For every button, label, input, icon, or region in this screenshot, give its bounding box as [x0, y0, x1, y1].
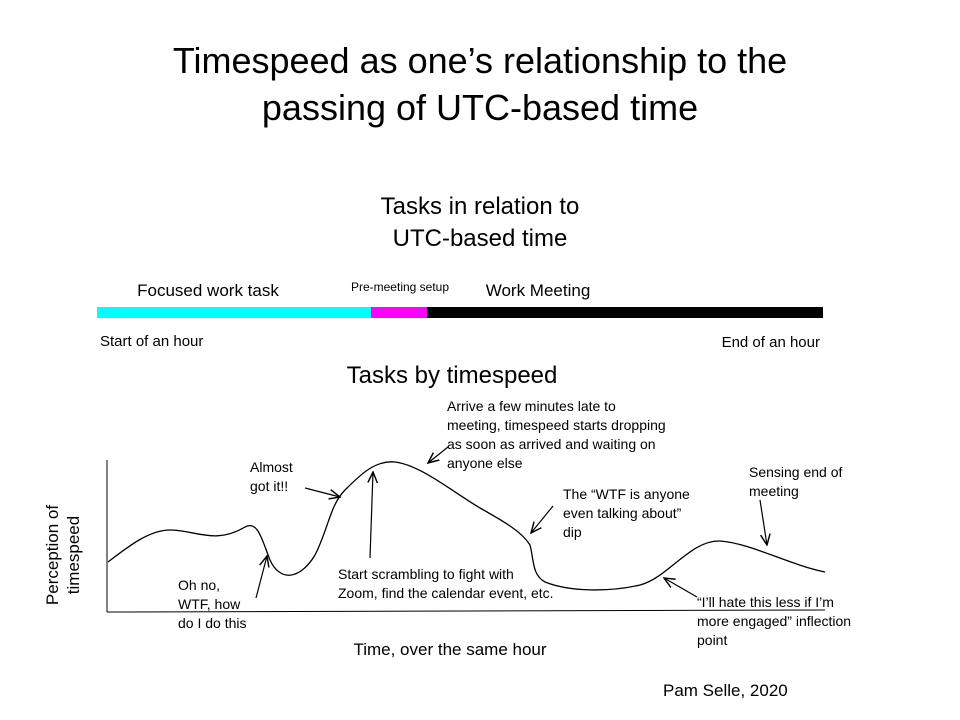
annotation: point — [697, 632, 727, 648]
segment-bar — [371, 307, 427, 318]
arrow — [370, 472, 373, 559]
segment-bar — [427, 307, 823, 318]
section-title: Tasks in relation to — [381, 193, 580, 220]
y-label: timespeed — [64, 516, 83, 594]
annotation: Almost — [250, 459, 293, 475]
annotation: meeting, timespeed starts dropping — [447, 417, 666, 433]
arrow — [759, 499, 767, 545]
arrow — [664, 578, 698, 598]
section-title: Tasks by timespeed — [347, 362, 558, 389]
arrow — [304, 487, 340, 497]
annotation: meeting — [749, 483, 799, 499]
annotation: even talking about” — [563, 505, 682, 521]
section-title: UTC-based time — [393, 225, 568, 252]
credit: Pam Selle, 2020 — [663, 681, 788, 700]
annotation: WTF, how — [178, 596, 241, 612]
annotation: The “WTF is anyone — [563, 486, 690, 502]
annotation: got it!! — [250, 478, 288, 494]
annotation: Sensing end of — [749, 464, 843, 480]
annotation: “I’ll hate this less if I’m — [697, 594, 834, 610]
segment-bar — [97, 307, 371, 318]
start-label: Start of an hour — [100, 333, 203, 350]
segment-label: Pre-meeting setup — [351, 280, 449, 294]
annotation: Oh no, — [178, 577, 220, 593]
x-label: Time, over the same hour — [353, 640, 546, 659]
title-line: Timespeed as one’s relationship to the — [173, 40, 787, 81]
annotation: Start scrambling to fight with — [338, 566, 514, 582]
segment-label: Focused work task — [137, 281, 279, 300]
annotation: Zoom, find the calendar event, etc. — [338, 585, 554, 601]
segment-label: Work Meeting — [486, 281, 591, 300]
arrow — [255, 556, 267, 599]
end-label: End of an hour — [722, 334, 820, 351]
annotation: as soon as arrived and waiting on — [447, 436, 656, 452]
timespeed-curve — [107, 461, 826, 591]
arrow — [531, 505, 554, 533]
title-line: passing of UTC-based time — [262, 87, 698, 128]
annotation: anyone else — [447, 455, 523, 471]
y-label: Perception of — [43, 505, 62, 605]
annotation: Arrive a few minutes late to — [447, 398, 616, 414]
annotation: do I do this — [178, 615, 247, 631]
x-axis — [106, 609, 826, 613]
arrow — [428, 446, 449, 463]
annotation: more engaged” inflection — [697, 613, 851, 629]
annotation: dip — [563, 524, 582, 540]
